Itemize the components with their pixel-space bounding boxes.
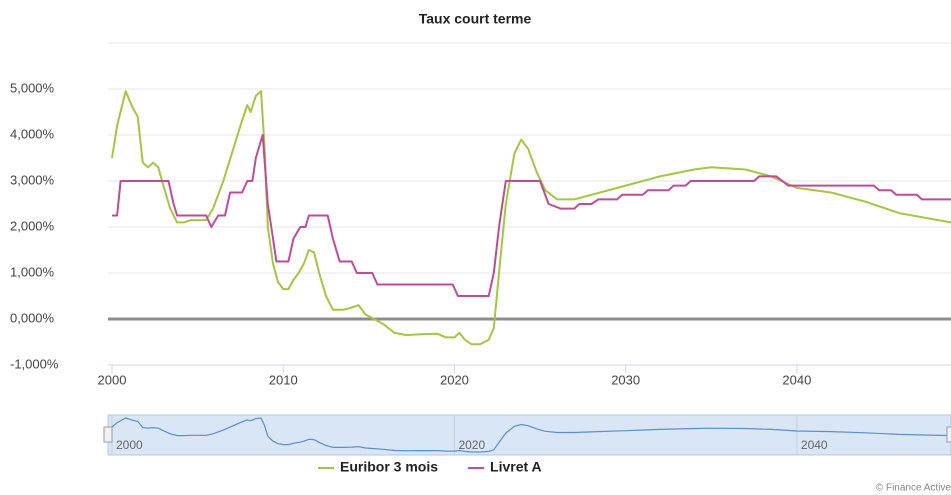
navigator-tick-label: 2040 [801,438,828,452]
navigator-handle [946,426,951,443]
navigator-mask [107,414,951,456]
navigator-handle [103,426,113,443]
x-tick-label: 2040 [782,372,811,387]
credits: © Finance Active [876,483,951,494]
navigator-tick-label: 2020 [458,438,485,452]
x-tick-label: 2030 [611,372,640,387]
legend-label: Euribor 3 mois [340,459,438,475]
x-tick-label: 2010 [269,372,298,387]
series-line [112,134,951,297]
y-tick-label: 3,000% [10,172,55,187]
y-tick-label: 5,000% [10,80,55,95]
x-tick-label: 2000 [98,372,127,387]
series-line [111,90,951,346]
legend-label: Livret A [490,459,542,475]
y-tick-label: 4,000% [10,126,55,141]
navigator-tick-label: 2000 [116,438,143,452]
chart-title: Taux court terme [419,11,532,27]
y-tick-label: 2,000% [10,218,55,233]
y-tick-label: -1,000% [10,356,59,371]
x-tick-label: 2020 [440,372,469,387]
y-tick-label: 0,000% [10,310,55,325]
y-tick-label: 1,000% [10,264,55,279]
navigator-line [111,417,951,453]
